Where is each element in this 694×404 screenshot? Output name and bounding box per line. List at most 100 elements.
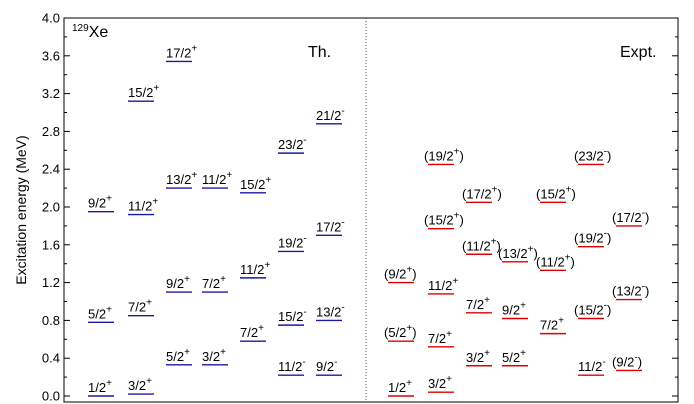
level-parity: + — [454, 146, 460, 157]
level-paren-open: ( — [498, 246, 503, 261]
level-parity: - — [604, 146, 607, 157]
level-paren-close: ) — [645, 284, 649, 299]
level-label: (17/2-) — [612, 208, 649, 225]
plot-frame — [63, 17, 679, 403]
level-parity: + — [184, 274, 190, 285]
nucleus-mass: 129 — [72, 23, 89, 34]
level-spin: 11/2 — [578, 359, 602, 374]
level-paren-close: ) — [534, 246, 538, 261]
level-spin: 11/2 — [240, 262, 264, 277]
level-parity: + — [184, 347, 190, 358]
level-spin: 13/2 — [166, 172, 191, 187]
level-parity: + — [106, 194, 112, 205]
level-spin: 5/2 — [88, 306, 106, 321]
level-parity: + — [153, 83, 159, 94]
level-parity: + — [146, 298, 152, 309]
level-spin: 19/2 — [578, 231, 603, 246]
level-spin: 7/2 — [428, 331, 446, 346]
level-label: 11/2+ — [240, 260, 270, 277]
level-label: 7/2+ — [202, 274, 226, 291]
level-paren-open: ( — [424, 148, 429, 163]
level-parity: + — [558, 316, 564, 327]
level-label: (15/2-) — [574, 301, 611, 318]
level-label: 23/2- — [278, 135, 307, 152]
y-tick-label: 4.0 — [42, 11, 60, 26]
level-spin: 9/2 — [166, 276, 184, 291]
level-label: 9/2+ — [88, 194, 112, 211]
level-paren-close: ) — [645, 210, 649, 225]
level-paren-close: ) — [638, 354, 642, 369]
level-spin: 7/2 — [240, 325, 258, 340]
y-tick-label: 2.8 — [42, 124, 60, 139]
level-label: 3/2+ — [428, 374, 452, 391]
level-paren-open: ( — [462, 186, 467, 201]
y-tick-label: 2.0 — [42, 200, 60, 215]
panel-label-experiment: Expt. — [620, 44, 656, 61]
level-parity: - — [642, 208, 645, 219]
level-label: 1/2+ — [388, 378, 412, 395]
level-spin: 1/2 — [88, 380, 106, 395]
level-spin: 13/2 — [616, 284, 641, 299]
level-spin: 17/2 — [316, 219, 341, 234]
level-spin: 23/2 — [578, 148, 603, 163]
level-label: 17/2+ — [166, 43, 197, 60]
y-tick-label: 0.8 — [42, 313, 60, 328]
level-label: (23/2-) — [574, 146, 611, 163]
level-spin: 11/2 — [128, 199, 152, 214]
y-tick-label: 3.6 — [42, 48, 60, 63]
level-paren-open: ( — [462, 238, 467, 253]
level-parity: + — [106, 304, 112, 315]
level-label: (13/2-) — [612, 282, 649, 299]
level-parity: + — [520, 301, 526, 312]
level-label: (13/2+) — [498, 244, 538, 261]
level-spin: 1/2 — [388, 380, 406, 395]
level-label: 3/2+ — [466, 348, 490, 365]
level-parity: + — [454, 211, 460, 222]
level-label: 5/2+ — [166, 347, 190, 364]
level-spin: 7/2 — [128, 300, 146, 315]
level-parity: - — [341, 217, 344, 228]
level-spin: 11/2 — [540, 254, 564, 269]
level-parity: - — [303, 307, 306, 318]
level-label: 15/2+ — [240, 175, 271, 192]
level-spin: 15/2 — [578, 303, 603, 318]
level-label: 7/2+ — [540, 316, 564, 333]
nucleus-symbol: Xe — [89, 24, 109, 41]
y-axis-ticks: 0.0 0.4 0.8 1.2 1.6 2.0 2.4 2.8 3.2 3.6 4.0 — [42, 11, 678, 404]
level-parity: - — [604, 229, 607, 240]
level-parity: + — [152, 197, 158, 208]
level-label: 9/2+ — [166, 274, 190, 291]
level-parity: + — [565, 252, 571, 263]
level-label: 17/2- — [316, 217, 345, 234]
level-spin: 13/2 — [316, 304, 341, 319]
level-paren-open: ( — [574, 303, 579, 318]
level-spin: 3/2 — [128, 378, 146, 393]
level-paren-open: ( — [574, 231, 579, 246]
level-spin: 3/2 — [428, 376, 446, 391]
level-paren-open: ( — [384, 325, 389, 340]
level-spin: 9/2 — [616, 354, 634, 369]
level-spin: 9/2 — [316, 359, 334, 374]
level-parity: + — [484, 295, 490, 306]
level-paren-close: ) — [607, 148, 611, 163]
level-paren-close: ) — [607, 303, 611, 318]
level-spin: 15/2 — [278, 309, 303, 324]
level-label: 7/2+ — [428, 329, 452, 346]
level-label: 3/2+ — [202, 347, 226, 364]
level-spin: 17/2 — [466, 186, 491, 201]
level-paren-open: ( — [536, 186, 541, 201]
level-paren-close: ) — [497, 238, 501, 253]
level-spin: 11/2 — [466, 238, 490, 253]
level-spin: 7/2 — [540, 318, 558, 333]
level-paren-close: ) — [412, 267, 416, 282]
level-parity: + — [106, 378, 112, 389]
level-parity: + — [406, 323, 412, 334]
level-label: 15/2- — [278, 307, 307, 324]
level-paren-close: ) — [460, 148, 464, 163]
level-paren-close: ) — [607, 231, 611, 246]
level-paren-close: ) — [412, 325, 416, 340]
level-spin: 5/2 — [166, 349, 184, 364]
level-parity: + — [220, 274, 226, 285]
level-spin: 5/2 — [502, 350, 520, 365]
level-parity: - — [642, 282, 645, 293]
